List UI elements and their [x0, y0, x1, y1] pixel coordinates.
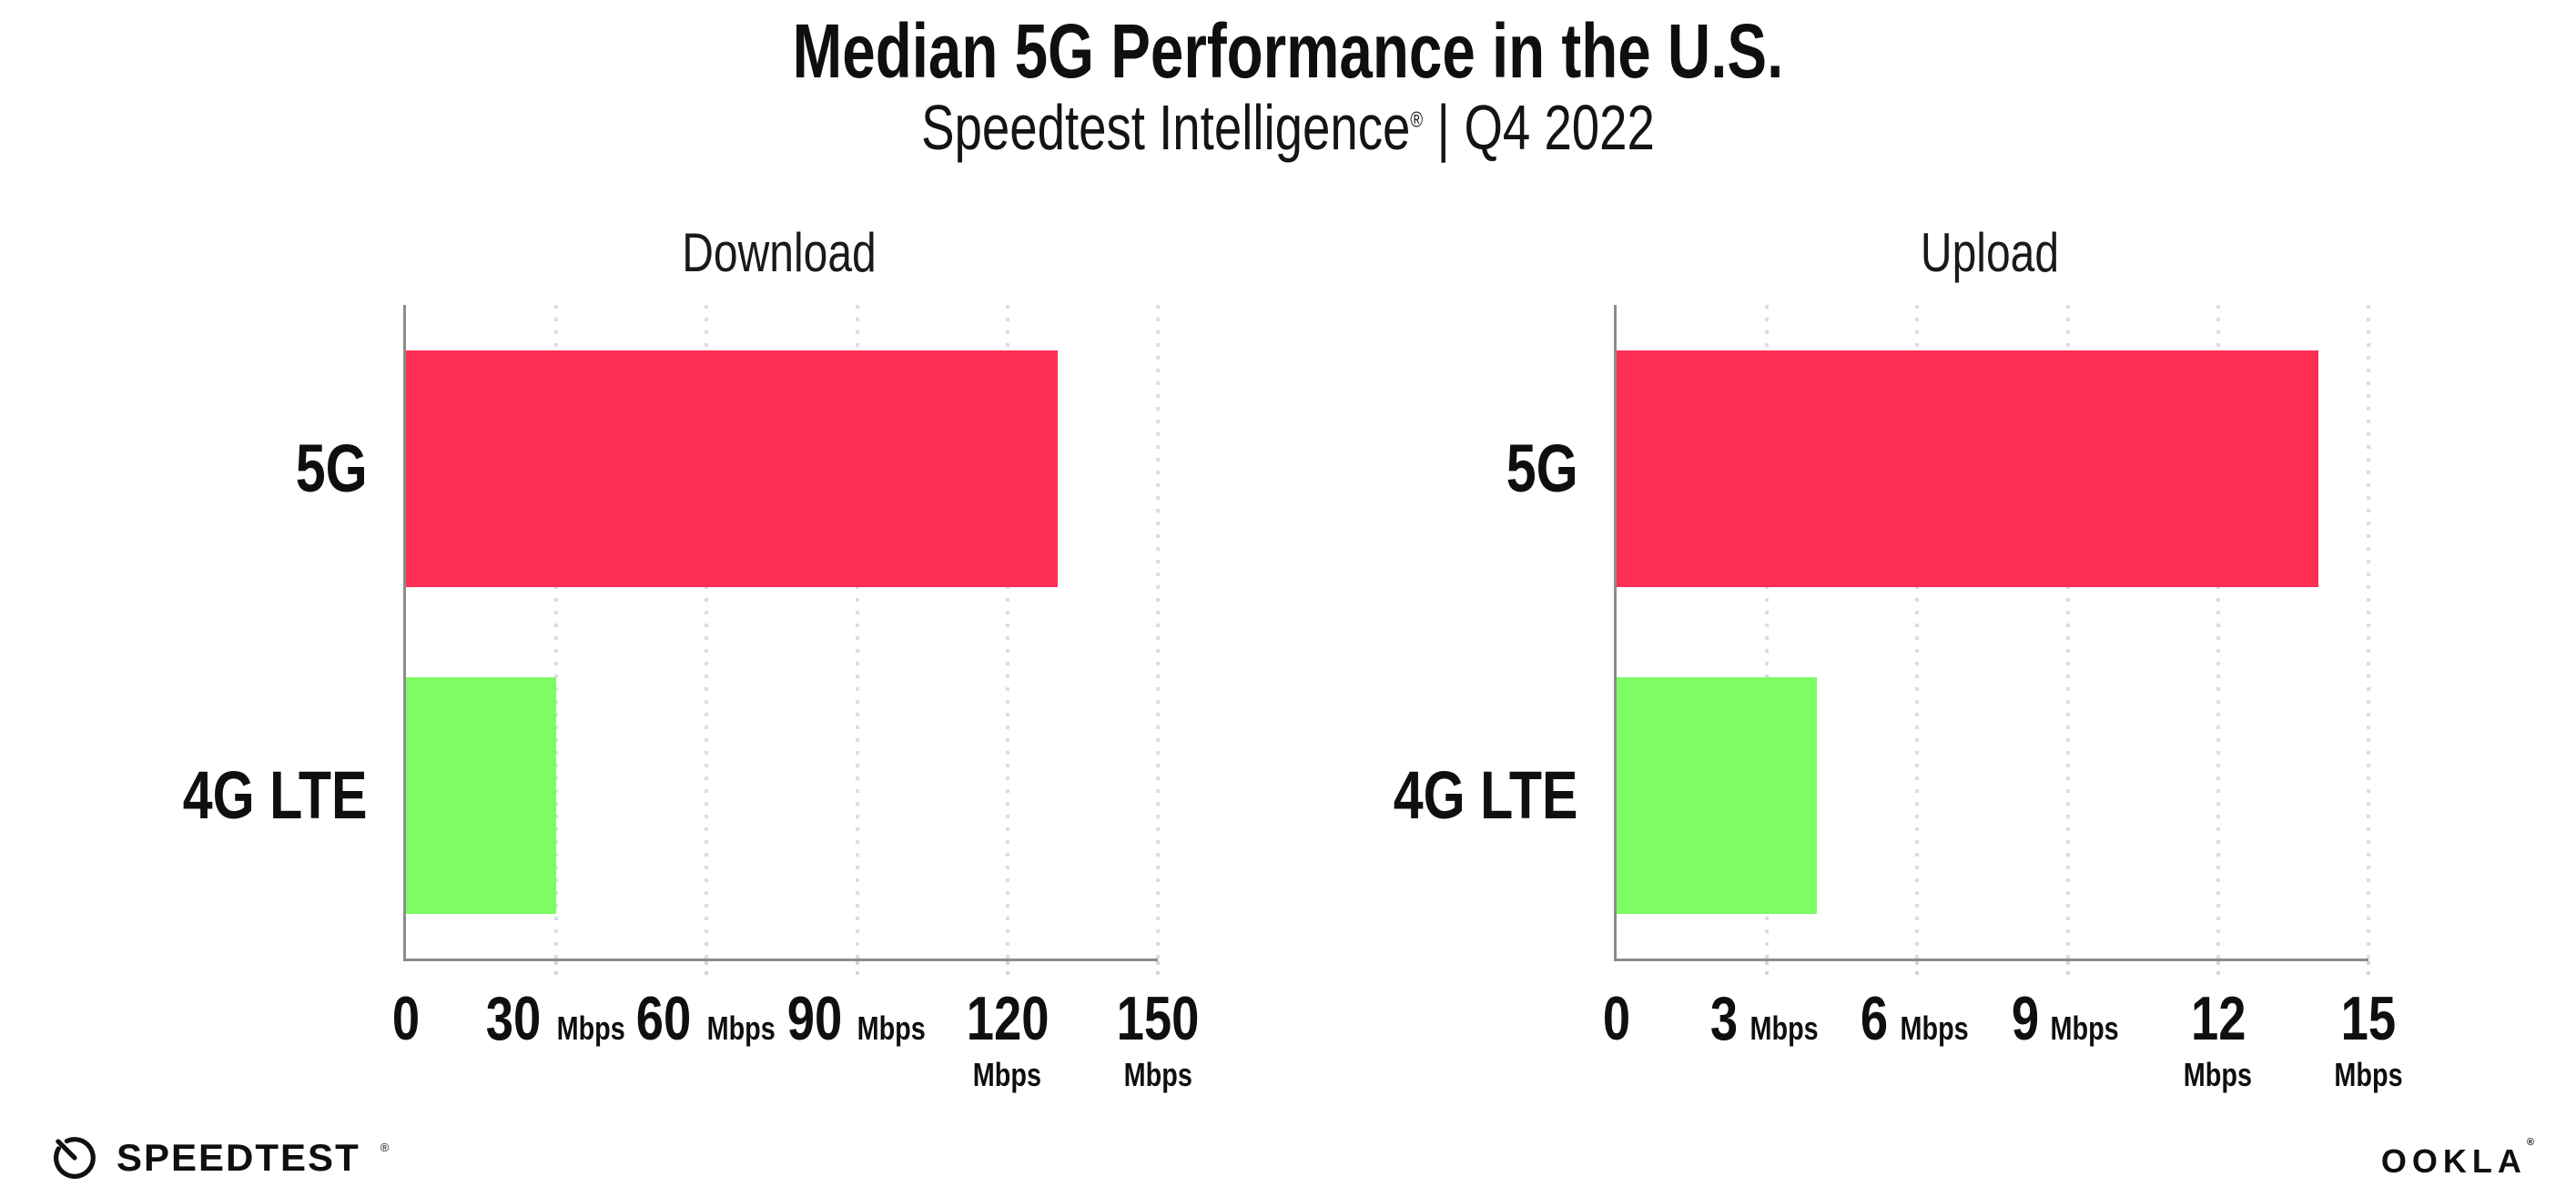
x-tick-value: 150	[1116, 984, 1200, 1053]
x-tick-label-15: 15Mbps	[2326, 988, 2411, 1091]
subtitle-brand: Speedtest Intelligence	[921, 92, 1411, 163]
x-tick-value: 3	[1710, 984, 1739, 1053]
page-title: Median 5G Performance in the U.S.	[792, 8, 1784, 94]
tick-mark-9	[2065, 959, 2070, 975]
x-tick-value: 15	[2340, 984, 2397, 1053]
x-tick-unit: Mbps	[2184, 1056, 2253, 1093]
bar-5g	[406, 350, 1058, 587]
x-tick-unit: Mbps	[1900, 1009, 1969, 1047]
gridline-30	[554, 305, 559, 959]
x-tick-label-0: 0	[389, 988, 423, 1050]
x-tick-label-90: 90 Mbps	[780, 988, 935, 1050]
speedtest-logo: SPEEDTEST ®	[51, 1134, 390, 1182]
x-tick-label-12: 12Mbps	[2143, 988, 2293, 1091]
x-tick-label-3: 3 Mbps	[1707, 988, 1827, 1050]
x-tick-value: 12	[2190, 984, 2246, 1053]
bar-row-5g: 5G	[1506, 305, 2368, 632]
gridline-90	[855, 305, 859, 959]
x-tick-value: 30	[485, 984, 542, 1053]
x-tick-label-30: 30 Mbps	[479, 988, 634, 1050]
x-tick-unit: Mbps	[2050, 1009, 2120, 1047]
bar-4g-lte	[406, 676, 557, 914]
gridline-3	[1765, 305, 1770, 959]
download-chart-title: Download	[682, 222, 877, 283]
upload-chart-title: Upload	[1920, 222, 2060, 283]
bar-4g-lte	[1617, 676, 1818, 914]
tick-mark-3	[1765, 959, 1770, 975]
ookla-logo: OOKLA®	[2380, 1138, 2534, 1180]
x-tick-unit: Mbps	[857, 1009, 927, 1047]
x-tick-unit: Mbps	[556, 1009, 625, 1047]
gridline-12	[2216, 305, 2220, 959]
x-tick-unit: Mbps	[1749, 1009, 1819, 1047]
x-tick-unit: Mbps	[706, 1009, 776, 1047]
speedtest-wordmark: SPEEDTEST	[117, 1136, 360, 1179]
x-tick-value: 6	[1861, 984, 1889, 1053]
tick-mark-12	[2216, 959, 2220, 975]
bar-row-5g: 5G	[296, 305, 1158, 632]
subtitle-separator: |	[1436, 92, 1450, 163]
x-tick-label-120: 120Mbps	[932, 988, 1082, 1091]
tick-mark-15	[2367, 959, 2370, 975]
bar-row-4g-lte: 4G LTE	[183, 632, 1158, 959]
bar-row-4g-lte: 4G LTE	[1394, 632, 2368, 959]
x-tick-label-9: 9 Mbps	[2008, 988, 2128, 1050]
ookla-wordmark: OOKLA	[2380, 1142, 2527, 1180]
tick-mark-6	[1915, 959, 1920, 975]
gridline-120	[1005, 305, 1009, 959]
page-subtitle: Speedtest Intelligence® | Q4 2022	[283, 89, 2292, 166]
x-tick-value: 60	[636, 984, 692, 1053]
tick-mark-60	[705, 959, 709, 975]
gridline-150	[1156, 305, 1160, 959]
x-tick-label-0: 0	[1599, 988, 1634, 1050]
tick-mark-30	[554, 959, 559, 975]
tick-mark-120	[1005, 959, 1009, 975]
subtitle-period: Q4 2022	[1464, 92, 1655, 163]
x-tick-value: 9	[2011, 984, 2039, 1053]
registered-mark: ®	[1410, 107, 1424, 133]
x-tick-value: 0	[391, 984, 421, 1053]
x-tick-label-60: 60 Mbps	[630, 988, 785, 1050]
y-label-5g: 5G	[296, 430, 368, 506]
speedtest-gauge-icon	[54, 1137, 96, 1179]
x-tick-unit: Mbps	[973, 1056, 1042, 1093]
bar-5g	[1617, 350, 2318, 587]
x-tick-value: 120	[966, 984, 1050, 1053]
y-label-4g-lte: 4G LTE	[1394, 756, 1578, 833]
gridline-9	[2065, 305, 2070, 959]
tick-mark-150	[1156, 959, 1160, 975]
x-tick-unit: Mbps	[1123, 1056, 1192, 1093]
gridline-6	[1915, 305, 1920, 959]
download-plot-area: 0 30 Mbps 60 Mbps 90 Mbps 120Mbps 150Mbps 5G 4G LT…	[183, 305, 1199, 1091]
x-tick-value: 90	[786, 984, 842, 1053]
gauge-arc	[54, 1137, 96, 1179]
x-tick-label-6: 6 Mbps	[1857, 988, 1977, 1050]
tick-mark-90	[855, 959, 859, 975]
gauge-needle	[56, 1139, 77, 1161]
ookla-registered-mark: ®	[2526, 1137, 2534, 1148]
x-tick-value: 0	[1602, 984, 1631, 1053]
gridline-15	[2367, 305, 2370, 959]
x-tick-unit: Mbps	[2334, 1056, 2403, 1093]
y-label-5g: 5G	[1506, 430, 1578, 506]
y-label-4g-lte: 4G LTE	[183, 756, 368, 833]
speedtest-registered-mark: ®	[380, 1140, 390, 1154]
x-tick-label-150: 150Mbps	[1106, 988, 1209, 1091]
gridline-60	[705, 305, 709, 959]
upload-plot-area: 0 3 Mbps 6 Mbps 9 Mbps 12Mbps 15Mbps 5G 4G LTE	[1394, 305, 2403, 1091]
